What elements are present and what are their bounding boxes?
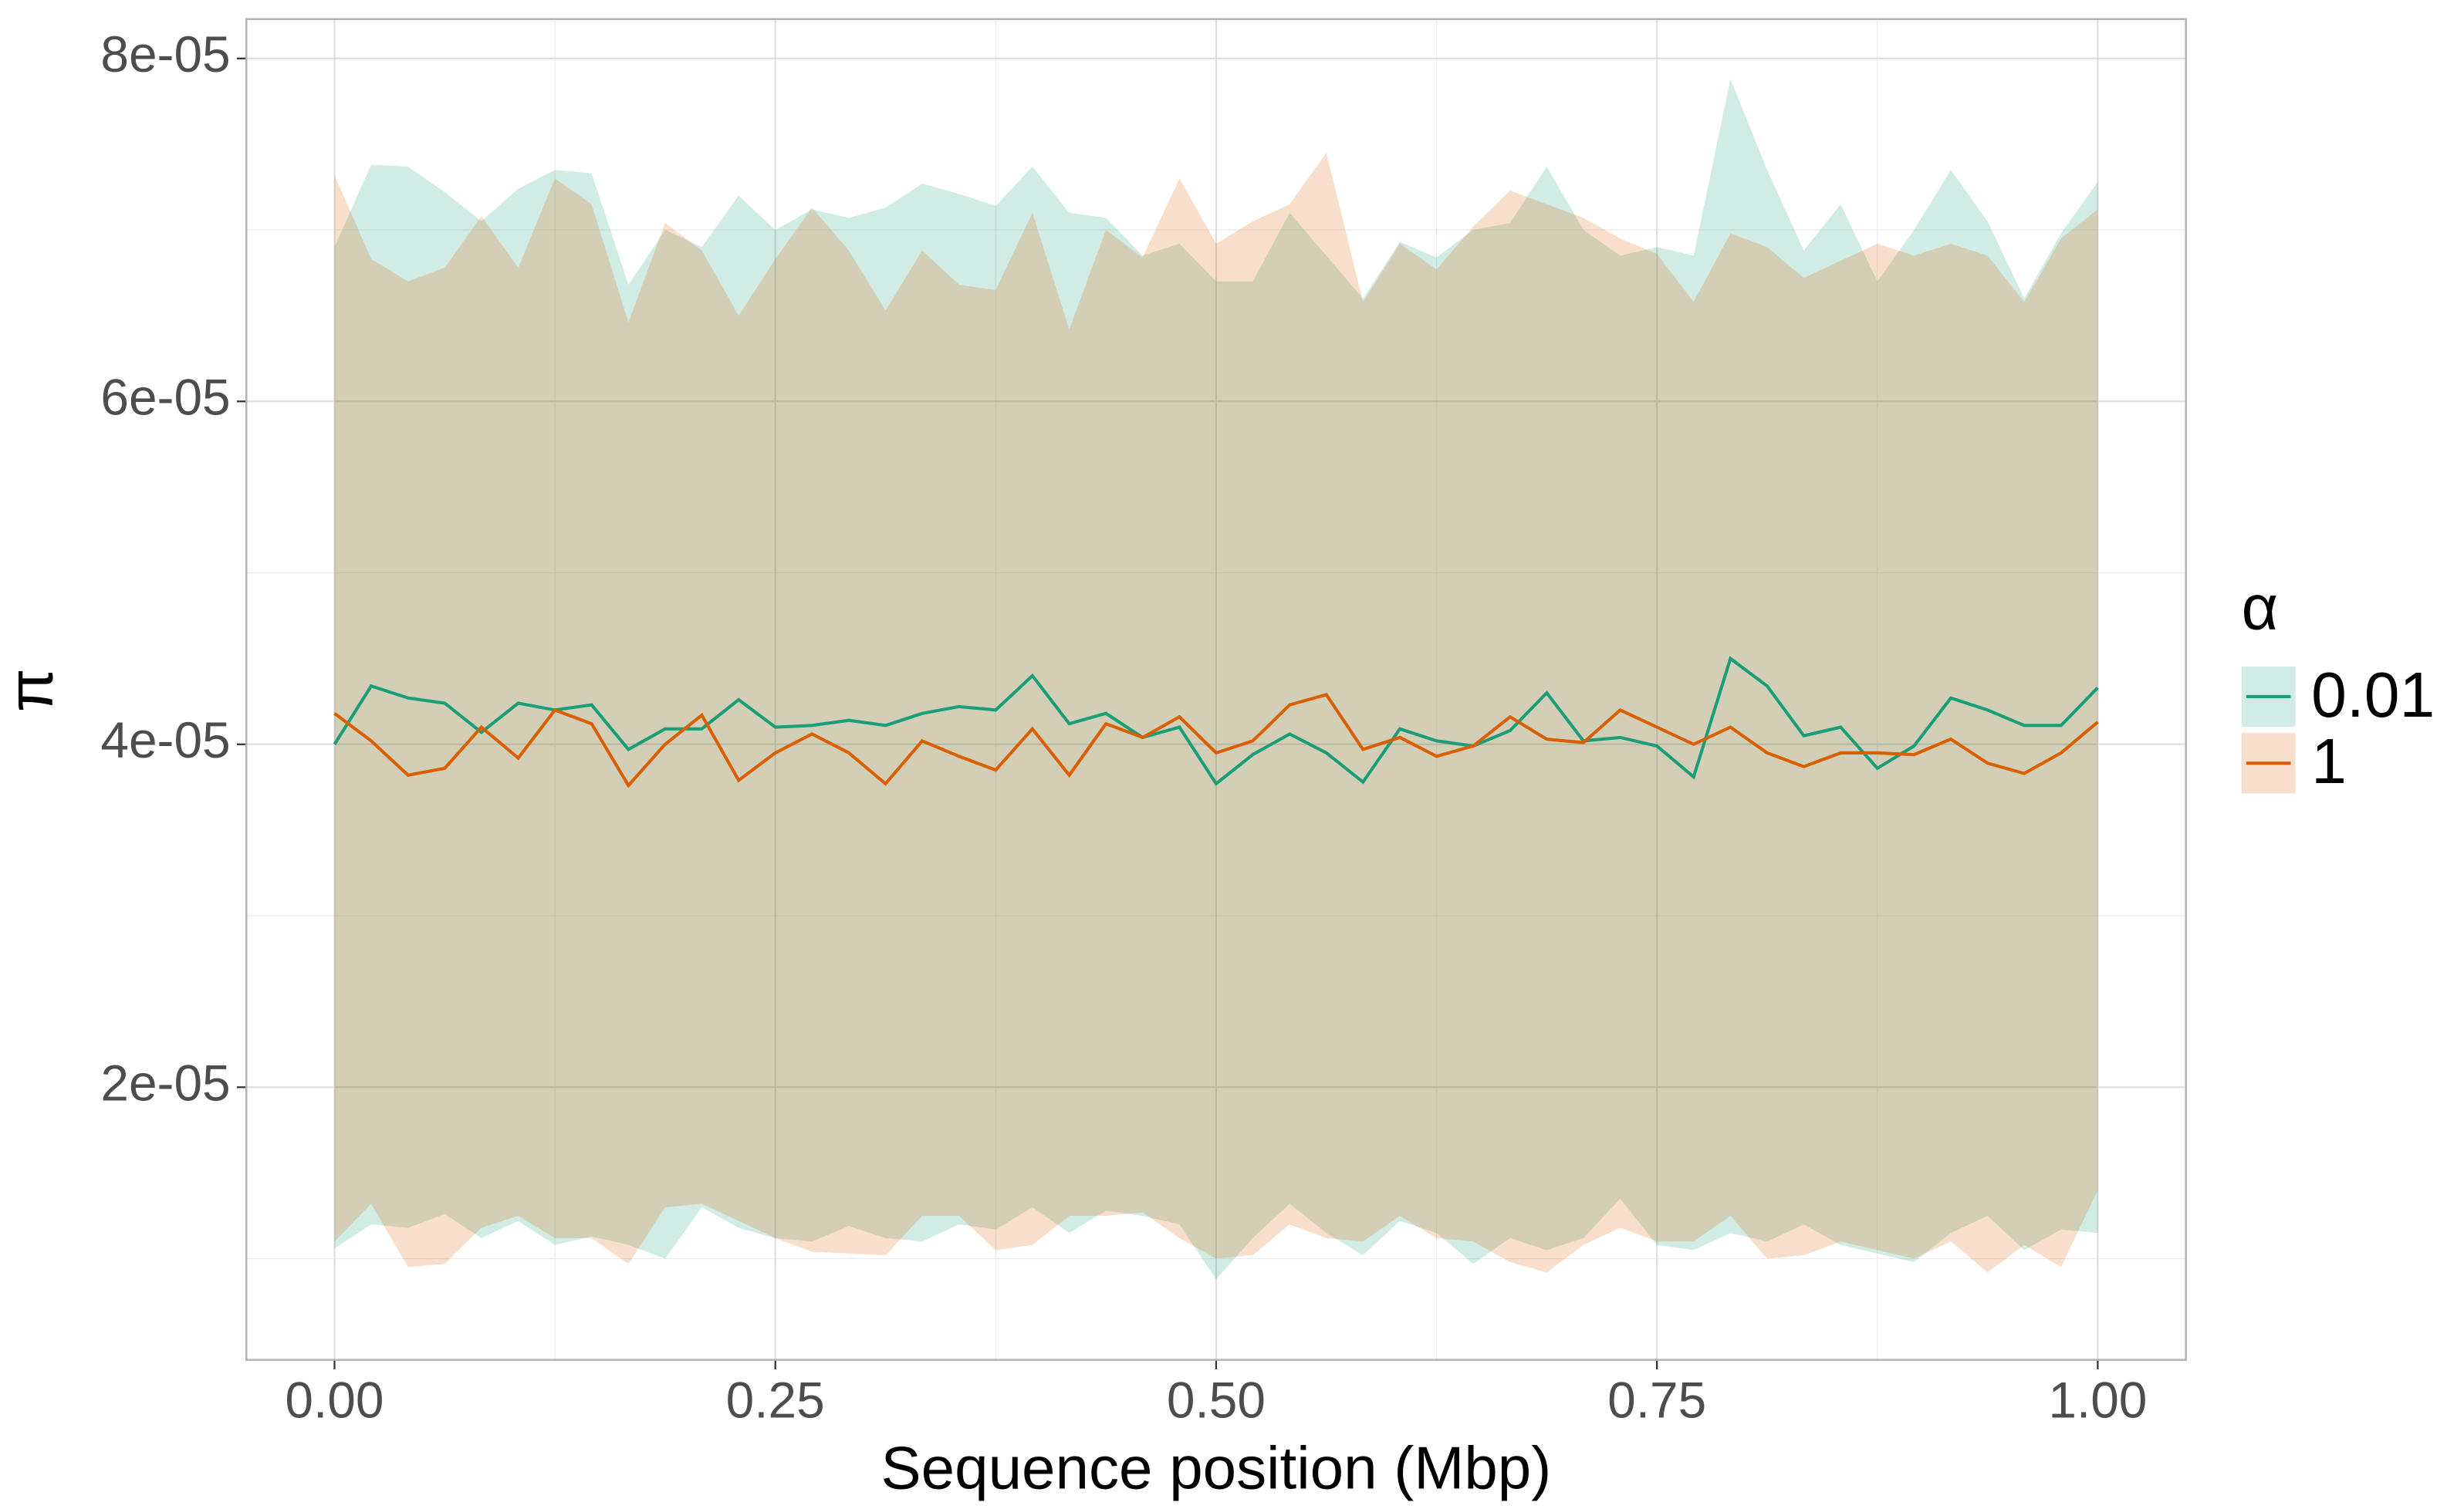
ribbon (334, 79, 2098, 1280)
y-tick-label: 4e-05 (100, 711, 230, 768)
x-tick-label: 0.75 (1607, 1372, 1706, 1429)
y-tick-label: 2e-05 (100, 1055, 230, 1112)
panel-border (245, 18, 2187, 1361)
x-tick-label: 0.00 (285, 1372, 384, 1429)
ribbon (334, 153, 2098, 1273)
legend-label: 1 (2311, 727, 2347, 797)
y-tick-label: 6e-05 (100, 369, 230, 426)
line (333, 692, 2099, 788)
x-tick-label: 0.25 (726, 1372, 825, 1429)
y-tick-label: 8e-05 (100, 25, 230, 83)
legend-title: α (2242, 573, 2279, 643)
x-tick-label: 1.00 (2048, 1372, 2147, 1429)
line (333, 656, 2099, 786)
y-axis-title: π (0, 668, 66, 712)
legend-label: 0.01 (2311, 660, 2435, 731)
x-tick-label: 0.50 (1167, 1372, 1266, 1429)
x-axis-title: Sequence position (Mbp) (881, 1433, 1552, 1501)
